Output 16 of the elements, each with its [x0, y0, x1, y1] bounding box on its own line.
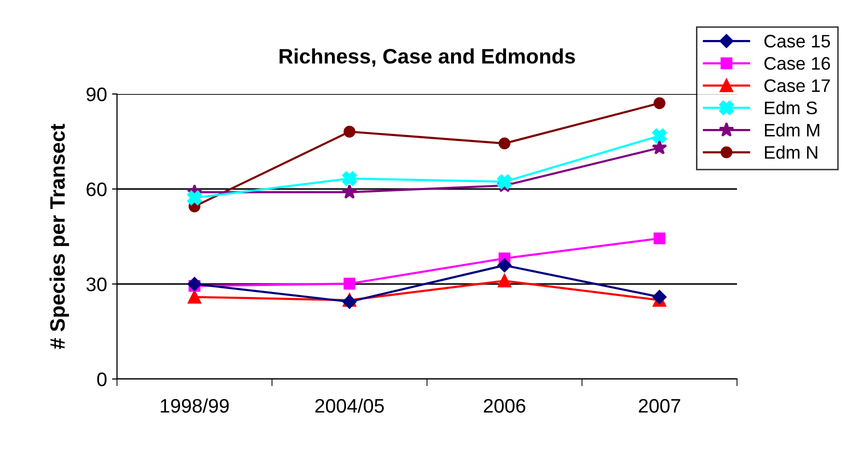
x-tick-label: 2007: [638, 398, 680, 413]
x-tick-label: 2006: [484, 398, 526, 413]
x-tick-label: 1998/99: [160, 398, 229, 413]
y-tick-label: 30: [86, 277, 107, 292]
legend-label: Case 15: [764, 34, 830, 48]
legend-label: Case 16: [764, 57, 830, 70]
y-axis-title: # Species per Transect: [50, 124, 69, 350]
y-tick-label: 60: [86, 182, 107, 196]
legend-label: Edm S: [764, 101, 817, 114]
y-tick-label: 0: [97, 372, 107, 386]
y-tick-label: 90: [86, 87, 107, 102]
x-tick-label: 2004/05: [315, 398, 384, 413]
legend-label: Case 17: [764, 79, 830, 92]
chart-title: Richness, Case and Edmonds: [280, 48, 575, 67]
legend-label: Edm N: [764, 146, 818, 159]
legend-label: Edm M: [764, 123, 820, 137]
